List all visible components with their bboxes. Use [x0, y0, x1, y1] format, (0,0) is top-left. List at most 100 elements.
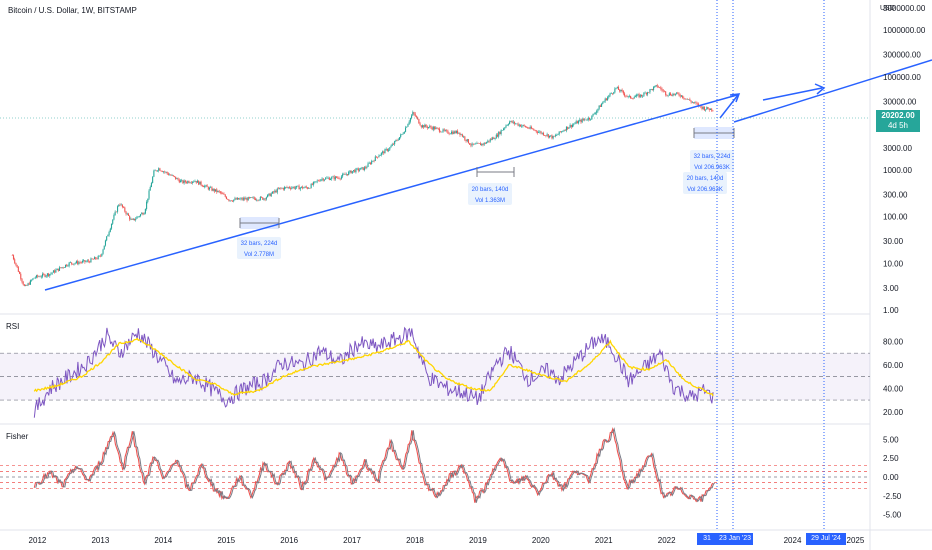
candle-body	[596, 110, 598, 114]
candle-body	[377, 156, 379, 158]
candle-body	[90, 258, 92, 263]
candle-body	[400, 134, 402, 138]
fisher-pane[interactable]	[0, 426, 870, 503]
candle-body	[133, 218, 136, 221]
candle-body	[248, 197, 251, 198]
candle-body	[323, 179, 326, 181]
candle-body	[431, 127, 433, 130]
candle-body	[280, 187, 282, 189]
candle-body	[240, 198, 242, 199]
candle-body	[160, 170, 162, 172]
candle-body	[43, 273, 45, 275]
time-axis[interactable]: 2012 2013 2014 2015 2016 2017 2018 2019 2020 2021…	[29, 536, 865, 545]
candle-body	[41, 273, 44, 277]
candle-body	[142, 212, 144, 215]
candle-body	[489, 139, 491, 142]
candle-body	[477, 142, 479, 144]
symbol-title[interactable]: Bitcoin / U.S. Dollar, 1W, BITSTAMP	[8, 6, 137, 15]
candle-body	[270, 193, 272, 197]
candle-body	[365, 167, 367, 168]
candle-body	[668, 93, 670, 96]
candle-body	[663, 90, 666, 92]
candle-body	[680, 95, 682, 97]
candle-body	[219, 191, 221, 193]
candle-body	[331, 177, 333, 179]
candle-body	[389, 147, 391, 150]
candle-body	[420, 125, 422, 128]
candle-body	[632, 98, 634, 99]
candle-body	[544, 135, 546, 136]
candle-body	[672, 93, 674, 96]
rsi-pane-label[interactable]: RSI	[6, 322, 20, 331]
rsi-pane[interactable]	[0, 326, 870, 418]
candle-body	[254, 198, 257, 201]
candle-body	[530, 126, 532, 129]
candle-body	[189, 182, 191, 184]
measure-label-bg	[468, 183, 512, 205]
candle-body	[661, 89, 663, 91]
candle-body	[705, 109, 707, 111]
candle-body	[586, 119, 588, 121]
candle-body	[224, 194, 226, 197]
candle-body	[464, 136, 466, 140]
price-pane[interactable]: 32 bars, 224d Vol 2.778M 20 bars, 140d Vol …	[0, 59, 932, 291]
candle-body	[55, 269, 57, 273]
candle-body	[625, 95, 627, 97]
candle-body	[281, 188, 283, 189]
candle-body	[441, 131, 443, 133]
candle-body	[500, 130, 502, 134]
candle-body	[461, 134, 463, 137]
date-tag-jul24[interactable]: 29 Jul '24	[806, 533, 846, 545]
candle-body	[322, 178, 324, 181]
candle-body	[527, 127, 529, 129]
candle-body	[60, 267, 62, 268]
candle-body	[141, 212, 143, 215]
candle-body	[615, 87, 617, 89]
axes: 3000000.00 1000000.00 300000.00 100000.00 30…	[716, 0, 926, 530]
candle-body	[466, 139, 468, 142]
candle-body	[338, 177, 340, 179]
candle-body	[46, 273, 48, 276]
candle-body	[207, 186, 209, 190]
candle-body	[653, 87, 655, 91]
candle-body	[320, 179, 322, 182]
candle-body	[361, 167, 363, 168]
projection-arrow-a	[719, 94, 739, 119]
candle-body	[339, 178, 341, 180]
date-tag-jan23[interactable]: 23 Jan '23	[717, 533, 753, 545]
candle-body	[348, 171, 350, 176]
candle-body	[467, 139, 470, 144]
price-axis-tick: 1000.00	[883, 166, 912, 175]
candle-body	[158, 168, 160, 171]
candle-body	[394, 141, 396, 145]
candle-body	[40, 276, 42, 278]
candle-body	[608, 95, 610, 98]
date-tag-31[interactable]: 31	[697, 533, 717, 545]
candle-body	[412, 112, 414, 116]
candle-body	[691, 102, 693, 103]
candle-body	[382, 151, 384, 153]
fisher-axis-tick: 2.50	[883, 454, 899, 463]
candle-body	[58, 267, 61, 271]
candle-body	[455, 130, 457, 134]
candle-body	[129, 215, 131, 220]
candle-body	[482, 143, 484, 145]
candle-body	[421, 125, 424, 128]
candle-body	[649, 89, 651, 93]
candle-body	[39, 276, 41, 278]
time-axis-tick: 2020	[532, 536, 550, 545]
candle-body	[639, 94, 641, 98]
candle-body	[685, 98, 687, 100]
candle-body	[442, 129, 444, 132]
candle-body	[350, 170, 352, 174]
candle-body	[695, 102, 697, 104]
candle-body	[622, 91, 624, 94]
candle-body	[425, 124, 427, 127]
price-axis-tick: 30.00	[883, 237, 904, 246]
candle-body	[198, 180, 200, 185]
fisher-pane-label[interactable]: Fisher	[6, 432, 29, 441]
time-axis-tick: 2017	[343, 536, 361, 545]
candle-body	[228, 199, 230, 201]
candle-body	[233, 199, 235, 202]
candle-body	[355, 168, 357, 173]
